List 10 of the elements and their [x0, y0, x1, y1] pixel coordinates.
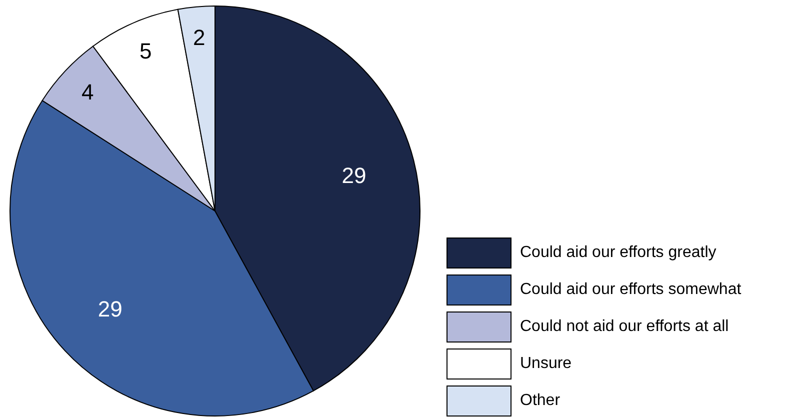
- legend-label: Could not aid our efforts at all: [520, 318, 729, 336]
- legend-label: Unsure: [520, 354, 572, 372]
- legend-label: Could aid our efforts greatly: [520, 244, 716, 262]
- data-label: 29: [342, 162, 366, 188]
- data-label: 2: [193, 24, 206, 50]
- legend-label: Other: [520, 392, 560, 410]
- data-label: 29: [98, 296, 122, 322]
- legend-label: Could aid our efforts somewhat: [520, 280, 742, 298]
- data-label: 4: [82, 80, 94, 105]
- data-label: 5: [139, 38, 152, 64]
